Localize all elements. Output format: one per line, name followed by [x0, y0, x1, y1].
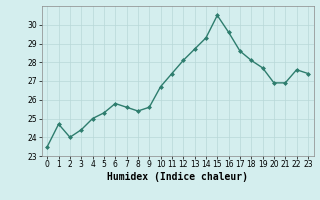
- X-axis label: Humidex (Indice chaleur): Humidex (Indice chaleur): [107, 172, 248, 182]
